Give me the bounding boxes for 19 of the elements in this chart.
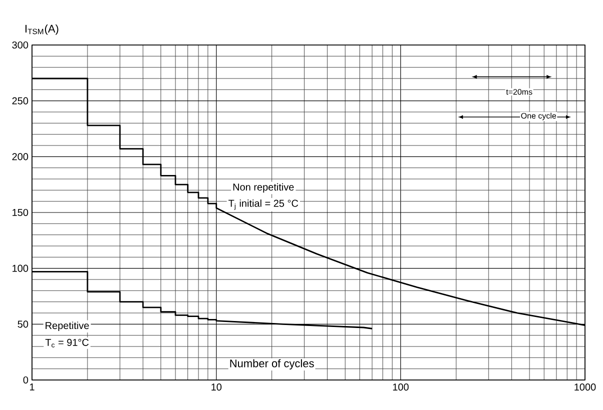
y-tick-label: 100 — [12, 264, 28, 272]
x-tick-label: 1 — [30, 384, 34, 390]
annotation: Non repetitive — [233, 183, 294, 193]
annotation: t=20ms — [506, 89, 532, 95]
y-tick-label: 0 — [23, 376, 28, 384]
annotation: One cycle — [521, 112, 556, 120]
annotation: Repetitive — [46, 322, 89, 332]
y-tick-label: 300 — [12, 41, 28, 49]
x-tick-label: 100 — [393, 384, 409, 391]
x-tick-label: 10 — [212, 384, 222, 391]
y-tick-label: 150 — [12, 208, 28, 216]
y-tick-label: 200 — [12, 153, 28, 160]
y-tick-label: 50 — [18, 320, 28, 328]
annotation: T$_{j}$ initial = 25 °C — [228, 200, 298, 210]
x-axis-title: Number of cycles — [230, 359, 314, 370]
y-axis-title: I$_{TSM}$(A) — [26, 24, 58, 35]
annotation: T$_{c}$ = 91°C — [45, 338, 89, 348]
x-tick-label: 1000 — [574, 384, 596, 391]
y-tick-label: 250 — [12, 97, 28, 104]
